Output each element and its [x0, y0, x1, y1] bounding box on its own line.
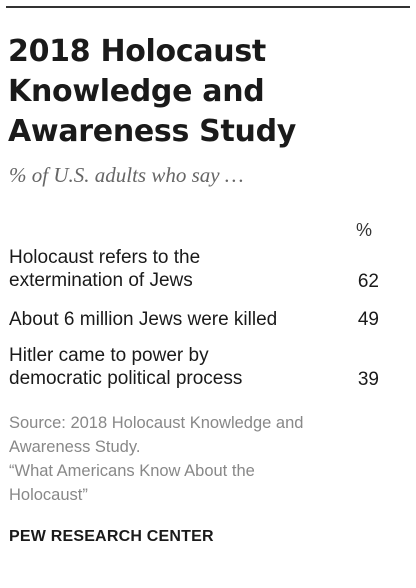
- row-label: Holocaust refers to the extermination of…: [9, 247, 201, 291]
- subtitle: % of U.S. adults who say …: [9, 163, 244, 187]
- source-line: Awareness Study.: [9, 438, 141, 456]
- row-label: About 6 million Jews were killed: [9, 309, 278, 330]
- source-line: Holocaust”: [9, 486, 88, 504]
- page-title: 2018 Holocaust Knowledge and Awareness S…: [8, 34, 297, 149]
- top-rule: [6, 6, 410, 8]
- row-value: 49: [357, 309, 379, 330]
- row-value: 62: [357, 271, 379, 292]
- row-value: 39: [357, 369, 379, 390]
- footer-brand: PEW RESEARCH CENTER: [9, 528, 214, 545]
- column-header-percent: %: [356, 220, 373, 240]
- source-note: Source: 2018 Holocaust Knowledge and Awa…: [9, 411, 399, 507]
- row-label: Hitler came to power by democratic polit…: [9, 345, 243, 389]
- source-line: “What Americans Know About the: [9, 462, 255, 480]
- source-line: Source: 2018 Holocaust Knowledge and: [9, 414, 304, 432]
